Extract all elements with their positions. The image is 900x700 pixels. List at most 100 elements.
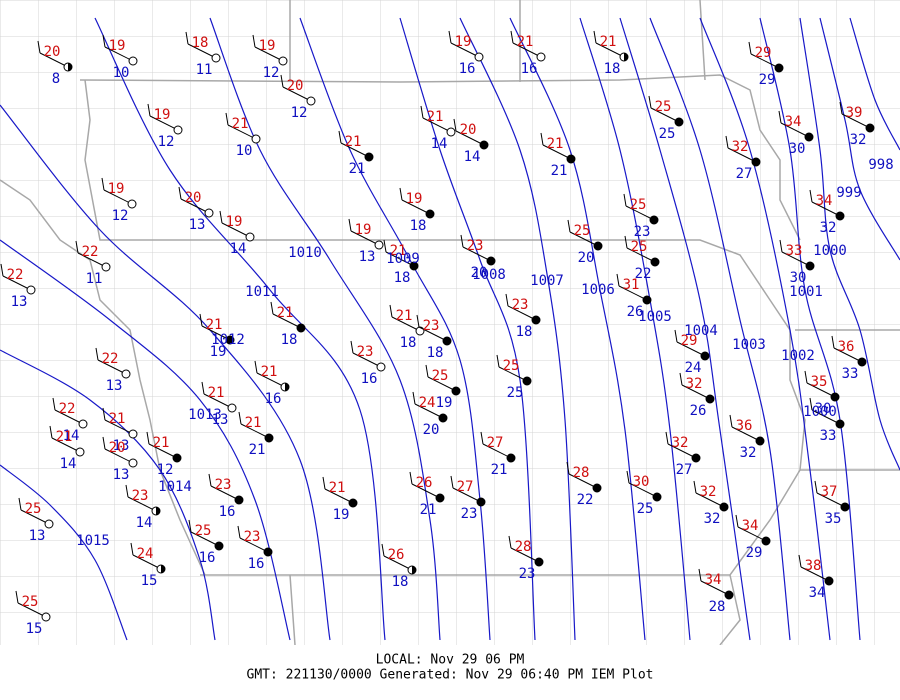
temperature: 21 (329, 480, 346, 496)
dewpoint: 18 (410, 218, 427, 234)
wind-barb (238, 411, 242, 425)
wind-staff (811, 409, 841, 425)
temperature: 21 (517, 34, 534, 50)
dewpoint: 19 (210, 344, 227, 360)
wind-barb (350, 340, 354, 354)
isobar (299, 17, 491, 641)
isobar (759, 17, 861, 641)
wind-barb (49, 425, 53, 439)
wind-barb (798, 554, 802, 568)
station: 21 18 (593, 30, 629, 77)
wind-staff (626, 247, 656, 263)
station: 25 15 (15, 590, 51, 637)
sky-cover (101, 262, 111, 272)
wind-barb (219, 210, 223, 224)
station: 25 23 (623, 193, 659, 240)
wind-barb (185, 31, 189, 45)
wind-barb (593, 30, 597, 44)
sky-cover (592, 483, 602, 493)
wind-barb (814, 480, 818, 494)
wind-barb (270, 301, 274, 315)
dewpoint: 14 (464, 149, 481, 165)
dewpoint: 33 (820, 428, 837, 444)
sky-cover (425, 209, 435, 219)
wind-staff (190, 531, 220, 547)
station: 21 21 (540, 132, 576, 179)
wind-barb (383, 239, 387, 253)
temperature: 37 (821, 484, 838, 500)
sky-cover (225, 335, 235, 345)
dewpoint: 19 (333, 507, 350, 523)
temperature: 27 (487, 435, 504, 451)
temperature: 32 (732, 139, 749, 155)
sky-half (624, 53, 628, 61)
dewpoint: 25 (507, 385, 524, 401)
wind-barb (178, 186, 182, 200)
sky-cover (840, 502, 850, 512)
wind-barb (505, 293, 509, 307)
wind-barb (729, 414, 733, 428)
wind-barb (254, 360, 258, 374)
station: 25 25 (496, 354, 532, 401)
dewpoint: 18 (394, 270, 411, 286)
temperature: 21 (245, 415, 262, 431)
wind-staff (595, 42, 625, 58)
sky-cover (214, 541, 224, 551)
temperature: 28 (573, 465, 590, 481)
dewpoint: 23 (634, 224, 651, 240)
wind-staff (103, 189, 133, 205)
wind-staff (132, 554, 162, 570)
dewpoint: 25 (637, 501, 654, 517)
dewpoint: 29 (746, 545, 763, 561)
temperature: 20 (109, 440, 126, 456)
wind-barb (102, 34, 106, 48)
station: 26 18 (381, 543, 417, 590)
station: 29 29 (748, 41, 784, 88)
station: 23 14 (125, 484, 161, 531)
dewpoint: 10 (236, 143, 253, 159)
station: 21 18 (383, 239, 419, 286)
sky-cover (522, 376, 532, 386)
isobar-label: 1000 (803, 404, 837, 420)
temperature: 21 (206, 317, 223, 333)
sky-cover (245, 232, 255, 242)
sky-cover (805, 261, 815, 271)
sky-cover (78, 419, 88, 429)
station: 23 20 (460, 234, 496, 281)
sky-cover (435, 493, 445, 503)
temperature: 35 (811, 374, 828, 390)
station: 26 21 (409, 471, 445, 518)
wind-staff (20, 509, 50, 525)
sky-cover (251, 134, 261, 144)
wind-staff (676, 341, 706, 357)
isobar (699, 17, 831, 641)
wind-staff (39, 52, 69, 68)
wind-barb (804, 370, 808, 384)
station: 29 24 (674, 329, 710, 376)
wind-barb (280, 74, 284, 88)
sky-cover (409, 261, 419, 271)
station: 23 18 (416, 314, 452, 361)
wind-barb (460, 234, 464, 248)
sky-cover (824, 576, 834, 586)
wind-barb (839, 101, 843, 115)
temperature: 21 (390, 243, 407, 259)
dewpoint: 14 (136, 515, 153, 531)
temperature: 23 (244, 529, 261, 545)
wind-staff (628, 482, 658, 498)
wind-barb (616, 273, 620, 287)
sky-cover (751, 157, 761, 167)
dewpoint: 8 (52, 71, 60, 87)
temperature: 20 (460, 122, 477, 138)
dewpoint: 30 (789, 141, 806, 157)
sky-half (285, 383, 289, 391)
dewpoint: 21 (491, 462, 508, 478)
isobar-label: 1008 (472, 267, 506, 283)
